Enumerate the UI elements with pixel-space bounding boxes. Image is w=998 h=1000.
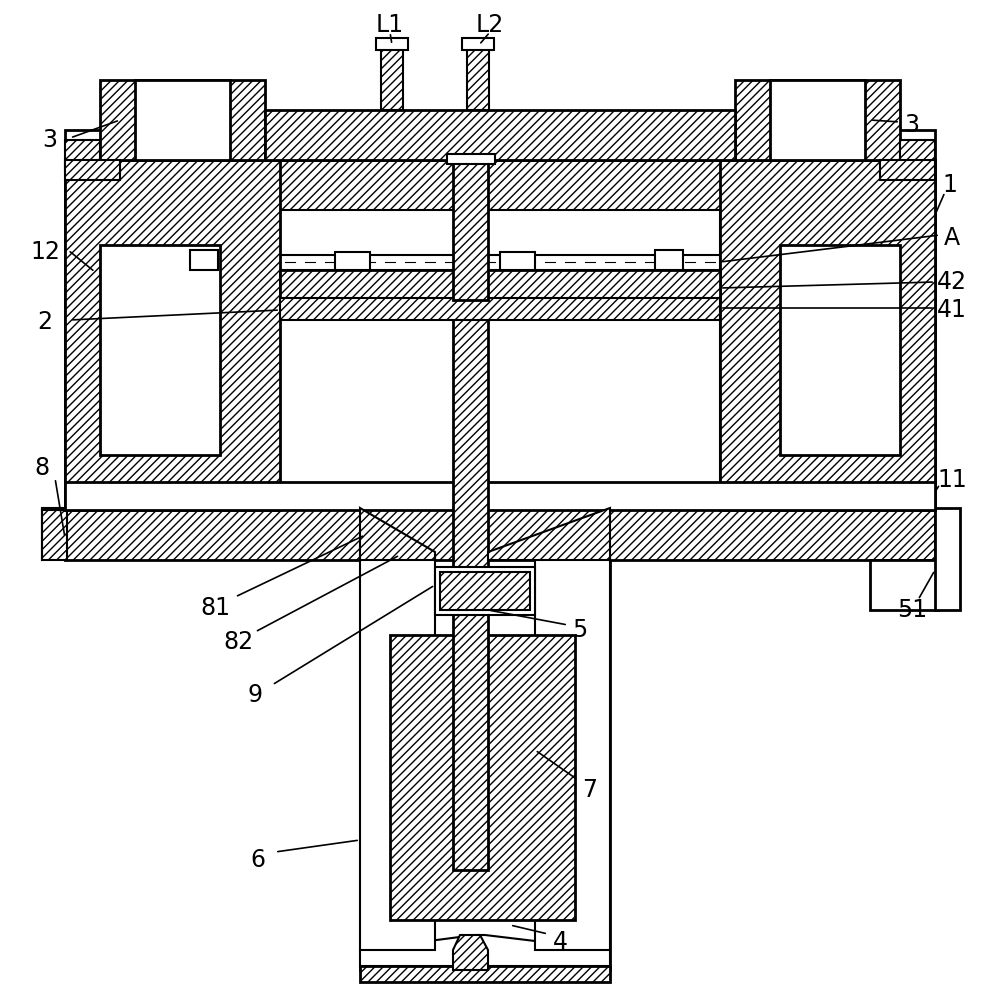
Bar <box>360 555 435 950</box>
Bar <box>265 110 735 160</box>
Bar <box>360 966 610 982</box>
Bar <box>453 160 488 300</box>
Bar <box>65 130 935 510</box>
Bar <box>135 80 230 160</box>
Text: 82: 82 <box>223 630 253 654</box>
Bar <box>280 298 720 320</box>
Bar <box>735 80 900 160</box>
Bar <box>535 555 610 950</box>
Bar <box>100 245 220 455</box>
Text: 3: 3 <box>43 128 58 152</box>
Polygon shape <box>453 935 488 970</box>
Bar <box>435 567 535 615</box>
Text: 51: 51 <box>897 598 927 622</box>
Text: 2: 2 <box>38 310 53 334</box>
Polygon shape <box>488 508 610 560</box>
Text: 42: 42 <box>937 270 967 294</box>
Polygon shape <box>360 935 610 966</box>
Bar <box>453 295 488 870</box>
Bar <box>440 572 530 610</box>
Bar <box>447 154 495 164</box>
Polygon shape <box>360 508 435 560</box>
Bar <box>720 160 935 510</box>
Bar <box>65 508 935 560</box>
Bar <box>900 140 935 170</box>
Text: 8: 8 <box>35 456 50 480</box>
Text: 9: 9 <box>248 683 262 707</box>
Bar <box>65 160 280 510</box>
Text: L1: L1 <box>376 13 404 37</box>
Bar <box>780 245 900 455</box>
Bar <box>462 38 494 50</box>
Text: 81: 81 <box>200 596 230 620</box>
Text: 3: 3 <box>904 113 919 137</box>
Bar <box>280 210 720 490</box>
Bar <box>500 252 535 270</box>
Bar <box>376 38 408 50</box>
Bar <box>870 560 938 610</box>
Bar <box>935 508 960 610</box>
Bar <box>770 80 865 160</box>
Text: 11: 11 <box>937 468 967 492</box>
Bar <box>390 635 575 920</box>
Bar <box>880 160 935 180</box>
Bar <box>467 45 489 110</box>
Bar <box>65 485 935 510</box>
Bar <box>190 250 218 270</box>
Bar <box>65 160 120 180</box>
Bar <box>335 252 370 270</box>
Text: 6: 6 <box>250 848 265 872</box>
Bar <box>381 45 403 110</box>
Bar <box>100 80 265 160</box>
Text: 5: 5 <box>573 618 588 642</box>
Text: 1: 1 <box>942 173 957 197</box>
Text: 41: 41 <box>937 298 967 322</box>
Bar <box>65 160 935 210</box>
Bar <box>65 140 100 170</box>
Text: 7: 7 <box>583 778 598 802</box>
Bar <box>280 270 720 300</box>
Text: L2: L2 <box>476 13 504 37</box>
Bar <box>65 482 935 510</box>
Text: A: A <box>944 226 960 250</box>
Bar <box>42 508 67 560</box>
Text: 4: 4 <box>553 930 568 954</box>
Text: 12: 12 <box>30 240 60 264</box>
Bar <box>360 555 610 970</box>
Bar <box>655 250 683 270</box>
